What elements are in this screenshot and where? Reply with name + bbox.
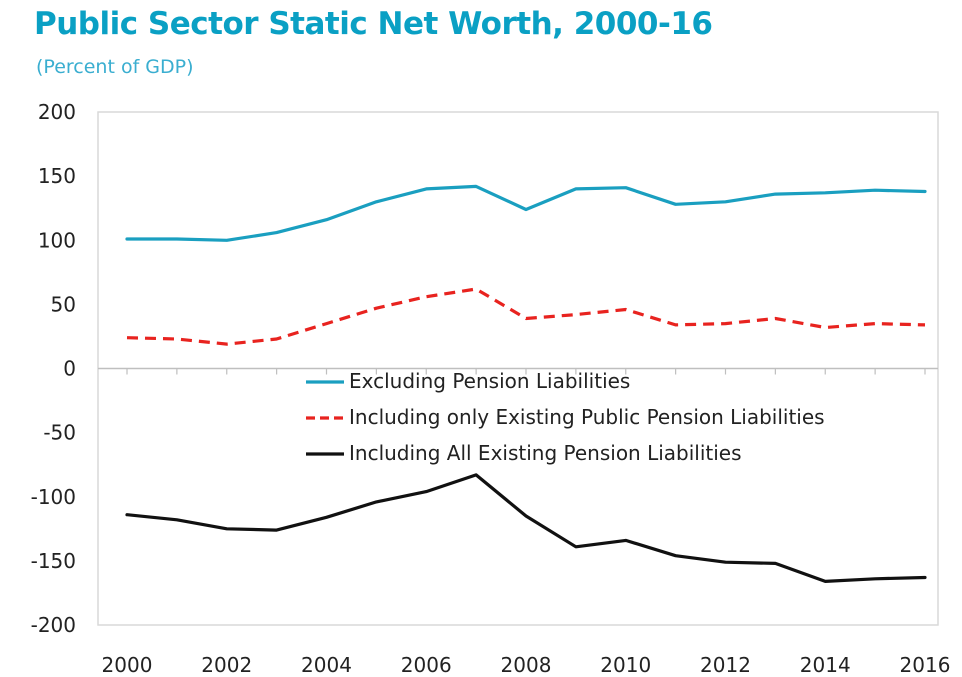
chart-subtitle: (Percent of GDP): [36, 56, 194, 78]
y-tick-label: -150: [31, 549, 76, 573]
legend-label-2: Including only Existing Public Pension L…: [349, 405, 825, 429]
y-tick-label: 50: [51, 292, 76, 316]
y-tick-label: 100: [38, 228, 76, 252]
y-tick-label: -50: [43, 421, 76, 445]
x-tick-label: 2010: [600, 653, 651, 677]
series-line-2: [126, 287, 926, 346]
legend-label-1: Excluding Pension Liabilities: [349, 369, 630, 393]
series-layer: [125, 184, 927, 584]
y-tick-label: -100: [31, 485, 76, 509]
x-tick-label: 2000: [102, 653, 153, 677]
y-tick-label: 0: [63, 357, 76, 381]
y-tick-label: -200: [31, 613, 76, 637]
x-tick-label: 2002: [201, 653, 252, 677]
y-tick-label: 200: [38, 100, 76, 124]
x-tick-label: 2016: [900, 653, 951, 677]
x-tick-label: 2008: [501, 653, 552, 677]
y-tick-label: 150: [38, 164, 76, 188]
x-tick-label: 2014: [800, 653, 851, 677]
x-tick-label: 2006: [401, 653, 452, 677]
series-line-1: [125, 184, 927, 242]
series-line-3: [125, 473, 927, 584]
x-tick-label: 2004: [301, 653, 352, 677]
legend-label-3: Including All Existing Pension Liabiliti…: [349, 441, 742, 465]
axes: 200 150 100 50 0 -50 -100 -150 -200 2000 2002 2004 2…: [31, 100, 951, 677]
legend: Excluding Pension Liabilities Including o…: [306, 369, 825, 465]
chart-title: Public Sector Static Net Worth, 2000-16: [34, 6, 713, 42]
x-tick-label: 2012: [700, 653, 751, 677]
